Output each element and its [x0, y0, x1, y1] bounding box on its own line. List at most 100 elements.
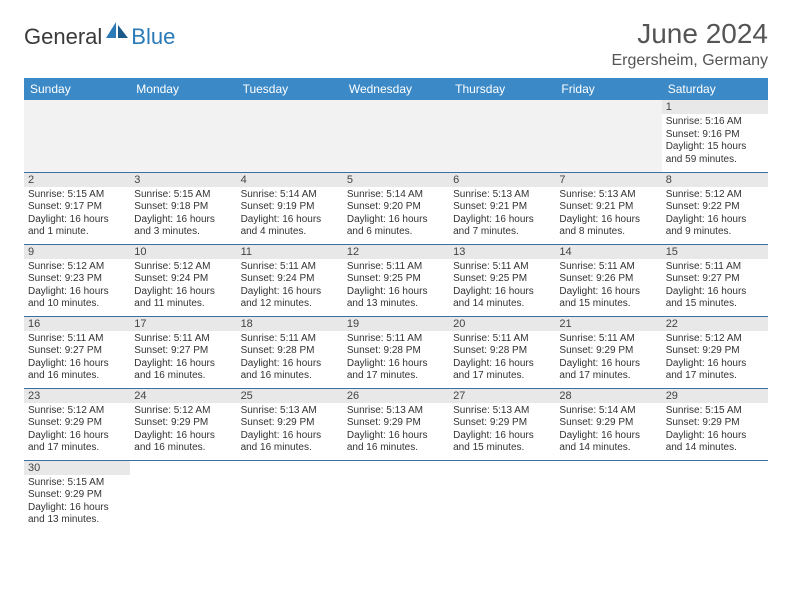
sunset-text: Sunset: 9:20 PM [347, 201, 445, 214]
sunrise-text: Sunrise: 5:13 AM [241, 405, 339, 418]
calendar-cell: 5Sunrise: 5:14 AMSunset: 9:20 PMDaylight… [343, 172, 449, 244]
sunset-text: Sunset: 9:29 PM [559, 417, 657, 430]
sunrise-text: Sunrise: 5:11 AM [453, 261, 551, 274]
calendar-cell: 8Sunrise: 5:12 AMSunset: 9:22 PMDaylight… [662, 172, 768, 244]
calendar-cell: 6Sunrise: 5:13 AMSunset: 9:21 PMDaylight… [449, 172, 555, 244]
calendar-cell [449, 100, 555, 172]
sunrise-text: Sunrise: 5:13 AM [347, 405, 445, 418]
daylight-text: Daylight: 15 hours and 59 minutes. [666, 141, 764, 166]
header: General Blue June 2024 Ergersheim, Germa… [24, 18, 768, 70]
day-number: 28 [555, 389, 661, 403]
calendar-week-row: 1Sunrise: 5:16 AMSunset: 9:16 PMDaylight… [24, 100, 768, 172]
calendar-cell: 16Sunrise: 5:11 AMSunset: 9:27 PMDayligh… [24, 316, 130, 388]
daylight-text: Daylight: 16 hours and 16 minutes. [134, 358, 232, 383]
calendar-cell: 26Sunrise: 5:13 AMSunset: 9:29 PMDayligh… [343, 388, 449, 460]
sunset-text: Sunset: 9:23 PM [28, 273, 126, 286]
calendar-cell: 19Sunrise: 5:11 AMSunset: 9:28 PMDayligh… [343, 316, 449, 388]
sunrise-text: Sunrise: 5:11 AM [559, 261, 657, 274]
sunset-text: Sunset: 9:29 PM [241, 417, 339, 430]
daylight-text: Daylight: 16 hours and 16 minutes. [241, 358, 339, 383]
calendar-cell: 17Sunrise: 5:11 AMSunset: 9:27 PMDayligh… [130, 316, 236, 388]
sunset-text: Sunset: 9:25 PM [453, 273, 551, 286]
day-number: 6 [449, 173, 555, 187]
daylight-text: Daylight: 16 hours and 17 minutes. [666, 358, 764, 383]
calendar-cell: 21Sunrise: 5:11 AMSunset: 9:29 PMDayligh… [555, 316, 661, 388]
sunrise-text: Sunrise: 5:11 AM [241, 333, 339, 346]
sunrise-text: Sunrise: 5:12 AM [134, 405, 232, 418]
calendar-cell [555, 100, 661, 172]
sunrise-text: Sunrise: 5:15 AM [666, 405, 764, 418]
day-number: 2 [24, 173, 130, 187]
daylight-text: Daylight: 16 hours and 1 minute. [28, 214, 126, 239]
daylight-text: Daylight: 16 hours and 6 minutes. [347, 214, 445, 239]
calendar-cell [130, 460, 236, 532]
daylight-text: Daylight: 16 hours and 16 minutes. [28, 358, 126, 383]
calendar-week-row: 16Sunrise: 5:11 AMSunset: 9:27 PMDayligh… [24, 316, 768, 388]
daylight-text: Daylight: 16 hours and 7 minutes. [453, 214, 551, 239]
day-number: 24 [130, 389, 236, 403]
day-number: 29 [662, 389, 768, 403]
sunset-text: Sunset: 9:19 PM [241, 201, 339, 214]
daylight-text: Daylight: 16 hours and 13 minutes. [28, 502, 126, 527]
sunrise-text: Sunrise: 5:11 AM [347, 333, 445, 346]
calendar-cell: 10Sunrise: 5:12 AMSunset: 9:24 PMDayligh… [130, 244, 236, 316]
daylight-text: Daylight: 16 hours and 16 minutes. [241, 430, 339, 455]
sunset-text: Sunset: 9:28 PM [453, 345, 551, 358]
sunset-text: Sunset: 9:29 PM [134, 417, 232, 430]
sunset-text: Sunset: 9:24 PM [134, 273, 232, 286]
sunset-text: Sunset: 9:29 PM [28, 489, 126, 502]
day-number: 26 [343, 389, 449, 403]
calendar-table: SundayMondayTuesdayWednesdayThursdayFrid… [24, 78, 768, 532]
day-number: 8 [662, 173, 768, 187]
daylight-text: Daylight: 16 hours and 17 minutes. [559, 358, 657, 383]
day-header: Saturday [662, 78, 768, 100]
day-number: 19 [343, 317, 449, 331]
sunrise-text: Sunrise: 5:12 AM [666, 333, 764, 346]
daylight-text: Daylight: 16 hours and 11 minutes. [134, 286, 232, 311]
day-number: 3 [130, 173, 236, 187]
calendar-cell: 12Sunrise: 5:11 AMSunset: 9:25 PMDayligh… [343, 244, 449, 316]
sunset-text: Sunset: 9:27 PM [28, 345, 126, 358]
calendar-cell [237, 460, 343, 532]
day-number: 5 [343, 173, 449, 187]
sunrise-text: Sunrise: 5:12 AM [28, 261, 126, 274]
daylight-text: Daylight: 16 hours and 14 minutes. [666, 430, 764, 455]
sunrise-text: Sunrise: 5:14 AM [559, 405, 657, 418]
day-number: 17 [130, 317, 236, 331]
calendar-cell: 7Sunrise: 5:13 AMSunset: 9:21 PMDaylight… [555, 172, 661, 244]
calendar-cell: 2Sunrise: 5:15 AMSunset: 9:17 PMDaylight… [24, 172, 130, 244]
daylight-text: Daylight: 16 hours and 17 minutes. [347, 358, 445, 383]
sunset-text: Sunset: 9:24 PM [241, 273, 339, 286]
calendar-cell [662, 460, 768, 532]
day-number: 30 [24, 461, 130, 475]
sunrise-text: Sunrise: 5:12 AM [28, 405, 126, 418]
daylight-text: Daylight: 16 hours and 8 minutes. [559, 214, 657, 239]
calendar-cell: 23Sunrise: 5:12 AMSunset: 9:29 PMDayligh… [24, 388, 130, 460]
sunset-text: Sunset: 9:26 PM [559, 273, 657, 286]
calendar-cell: 27Sunrise: 5:13 AMSunset: 9:29 PMDayligh… [449, 388, 555, 460]
calendar-week-row: 30Sunrise: 5:15 AMSunset: 9:29 PMDayligh… [24, 460, 768, 532]
month-title: June 2024 [612, 18, 769, 50]
day-number: 25 [237, 389, 343, 403]
calendar-cell: 1Sunrise: 5:16 AMSunset: 9:16 PMDaylight… [662, 100, 768, 172]
daylight-text: Daylight: 16 hours and 9 minutes. [666, 214, 764, 239]
calendar-cell: 4Sunrise: 5:14 AMSunset: 9:19 PMDaylight… [237, 172, 343, 244]
sunrise-text: Sunrise: 5:11 AM [666, 261, 764, 274]
sunset-text: Sunset: 9:29 PM [347, 417, 445, 430]
calendar-cell [449, 460, 555, 532]
sunrise-text: Sunrise: 5:11 AM [28, 333, 126, 346]
daylight-text: Daylight: 16 hours and 4 minutes. [241, 214, 339, 239]
calendar-cell [24, 100, 130, 172]
sunset-text: Sunset: 9:18 PM [134, 201, 232, 214]
sunrise-text: Sunrise: 5:14 AM [241, 189, 339, 202]
day-header: Monday [130, 78, 236, 100]
calendar-cell: 3Sunrise: 5:15 AMSunset: 9:18 PMDaylight… [130, 172, 236, 244]
day-number: 22 [662, 317, 768, 331]
calendar-cell: 13Sunrise: 5:11 AMSunset: 9:25 PMDayligh… [449, 244, 555, 316]
sunset-text: Sunset: 9:29 PM [559, 345, 657, 358]
sunrise-text: Sunrise: 5:16 AM [666, 116, 764, 129]
day-number: 18 [237, 317, 343, 331]
sunrise-text: Sunrise: 5:15 AM [134, 189, 232, 202]
brand-text-2: Blue [131, 24, 175, 50]
sunrise-text: Sunrise: 5:13 AM [453, 189, 551, 202]
